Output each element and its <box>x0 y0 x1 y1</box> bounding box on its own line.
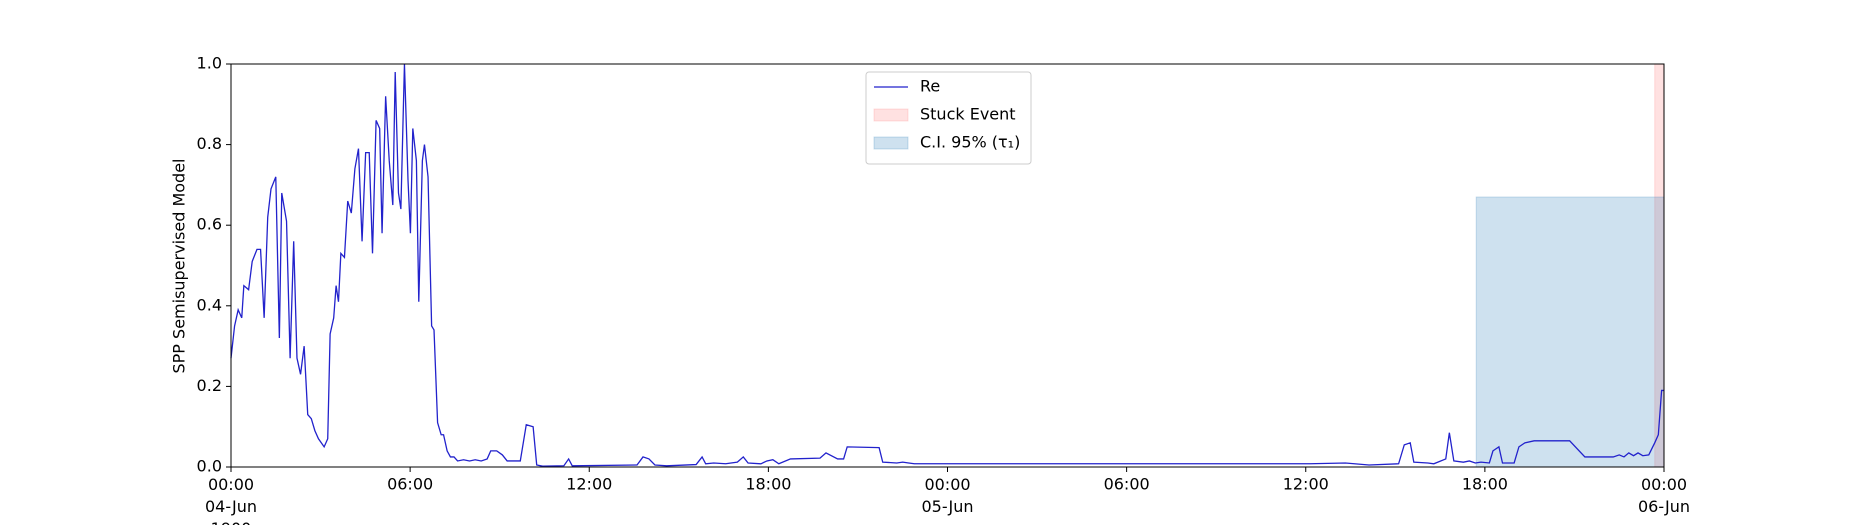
legend-label: Stuck Event <box>920 105 1016 124</box>
x-tick-label: 18:00 <box>745 475 791 494</box>
x-tick-label: 00:00 05-Jun <box>921 475 973 516</box>
legend-label: C.I. 95% (τ₁) <box>920 133 1020 152</box>
y-tick-label: 0.8 <box>197 134 222 153</box>
span <box>1475 196 1665 468</box>
x-tick-label: 18:00 <box>1462 475 1508 494</box>
y-tick-label: 0.4 <box>197 295 222 314</box>
x-tick-label: 12:00 <box>566 475 612 494</box>
line <box>230 63 1664 467</box>
x-tick-label: 06:00 <box>1104 475 1150 494</box>
y-tick-label: 0.2 <box>197 376 222 395</box>
legend-label: Re <box>920 77 940 96</box>
y-tick-label: 1.0 <box>197 54 222 73</box>
y-tick-label: 0.0 <box>197 457 222 476</box>
legend-frame <box>865 71 1032 165</box>
y-axis-label: SPP Semisupervised Model <box>170 159 189 374</box>
legend: Re Stuck Event C.I. 95% (τ₁) <box>865 71 1032 165</box>
x-tick-label: 12:00 <box>1283 475 1329 494</box>
x-tick-label: 00:00 06-Jun <box>1638 475 1690 516</box>
legend-swatch <box>873 108 909 122</box>
x-tick-label: 06:00 <box>387 475 433 494</box>
y-tick-label: 0.6 <box>197 215 222 234</box>
legend-swatch <box>873 136 909 150</box>
